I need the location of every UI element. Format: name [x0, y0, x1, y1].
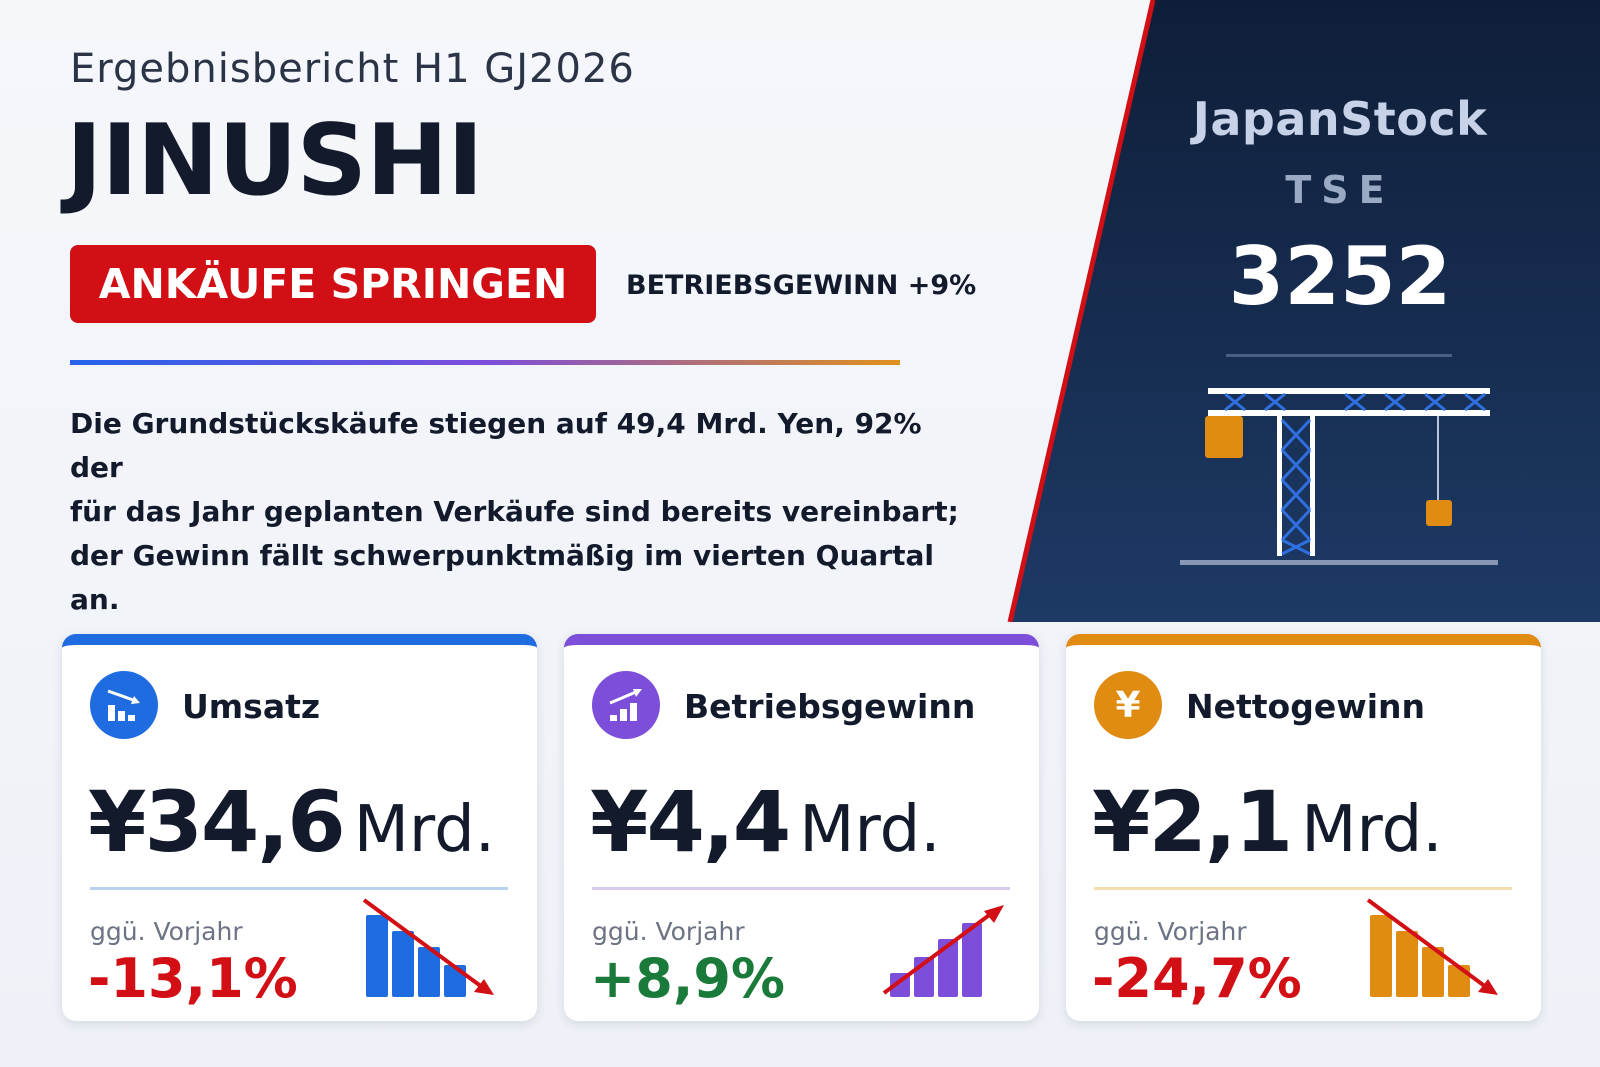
yen-glyph: ¥: [1115, 684, 1141, 726]
trend-down-icon: [1366, 898, 1498, 997]
metric-unit: Mrd.: [353, 793, 496, 867]
exchange-label: TSE: [1285, 168, 1395, 212]
company-name: JINUSHI: [66, 104, 484, 218]
card-divider: [90, 887, 508, 890]
yoy-change: +8,9%: [590, 947, 786, 1010]
metric-label: Betriebsgewinn: [684, 687, 976, 726]
trend-up-icon: [882, 905, 1004, 997]
construction-crane-icon: [1180, 388, 1498, 565]
headline-badge: ANKÄUFE SPRINGEN: [70, 245, 596, 323]
yen-icon: ¥: [1094, 671, 1162, 739]
yoy-label: ggü. Vorjahr: [592, 917, 745, 946]
gradient-divider: [70, 360, 900, 365]
ticker-code: 3252: [1228, 230, 1452, 323]
chart-down-icon: [90, 671, 158, 739]
metric-number: ¥34,6: [88, 773, 346, 871]
metric-unit: Mrd.: [1301, 793, 1443, 867]
metric-number: ¥2,1: [1092, 773, 1293, 871]
report-subtitle: Ergebnisbericht H1 GJ2026: [70, 46, 635, 92]
code-divider: [1226, 354, 1452, 357]
trend-down-icon: [362, 898, 494, 997]
summary-text: Die Grundstückskäufe stiegen auf 49,4 Mr…: [70, 402, 970, 622]
yoy-change: -13,1%: [88, 947, 298, 1010]
yoy-change: -24,7%: [1092, 947, 1302, 1010]
metric-number: ¥4,4: [590, 773, 791, 871]
metric-card-nettogewinn: ¥ Nettogewinn ¥2,1 Mrd. ggü. Vorjahr -24,…: [1066, 634, 1541, 1021]
metric-value: ¥4,4 Mrd.: [590, 773, 941, 871]
chart-up-icon: [592, 671, 660, 739]
metric-card-umsatz: Umsatz ¥34,6 Mrd. ggü. Vorjahr -13,1%: [62, 634, 537, 1021]
summary-line: Die Grundstückskäufe stiegen auf 49,4 Mr…: [70, 407, 922, 484]
card-divider: [1094, 887, 1512, 890]
yoy-label: ggü. Vorjahr: [1094, 917, 1247, 946]
metric-unit: Mrd.: [799, 793, 941, 867]
card-divider: [592, 887, 1010, 890]
metric-value: ¥34,6 Mrd.: [88, 773, 495, 871]
metric-card-betriebsgewinn: Betriebsgewinn ¥4,4 Mrd. ggü. Vorjahr +8,…: [564, 634, 1039, 1021]
metric-value: ¥2,1 Mrd.: [1092, 773, 1443, 871]
summary-line: der Gewinn fällt schwerpunktmäßig im vie…: [70, 539, 934, 616]
brand-name: JapanStock: [1192, 92, 1488, 146]
headline-tagline: BETRIEBSGEWINN +9%: [626, 270, 977, 301]
yoy-label: ggü. Vorjahr: [90, 917, 243, 946]
metric-label: Umsatz: [182, 687, 321, 726]
summary-line: für das Jahr geplanten Verkäufe sind ber…: [70, 495, 959, 528]
metric-label: Nettogewinn: [1186, 687, 1426, 726]
